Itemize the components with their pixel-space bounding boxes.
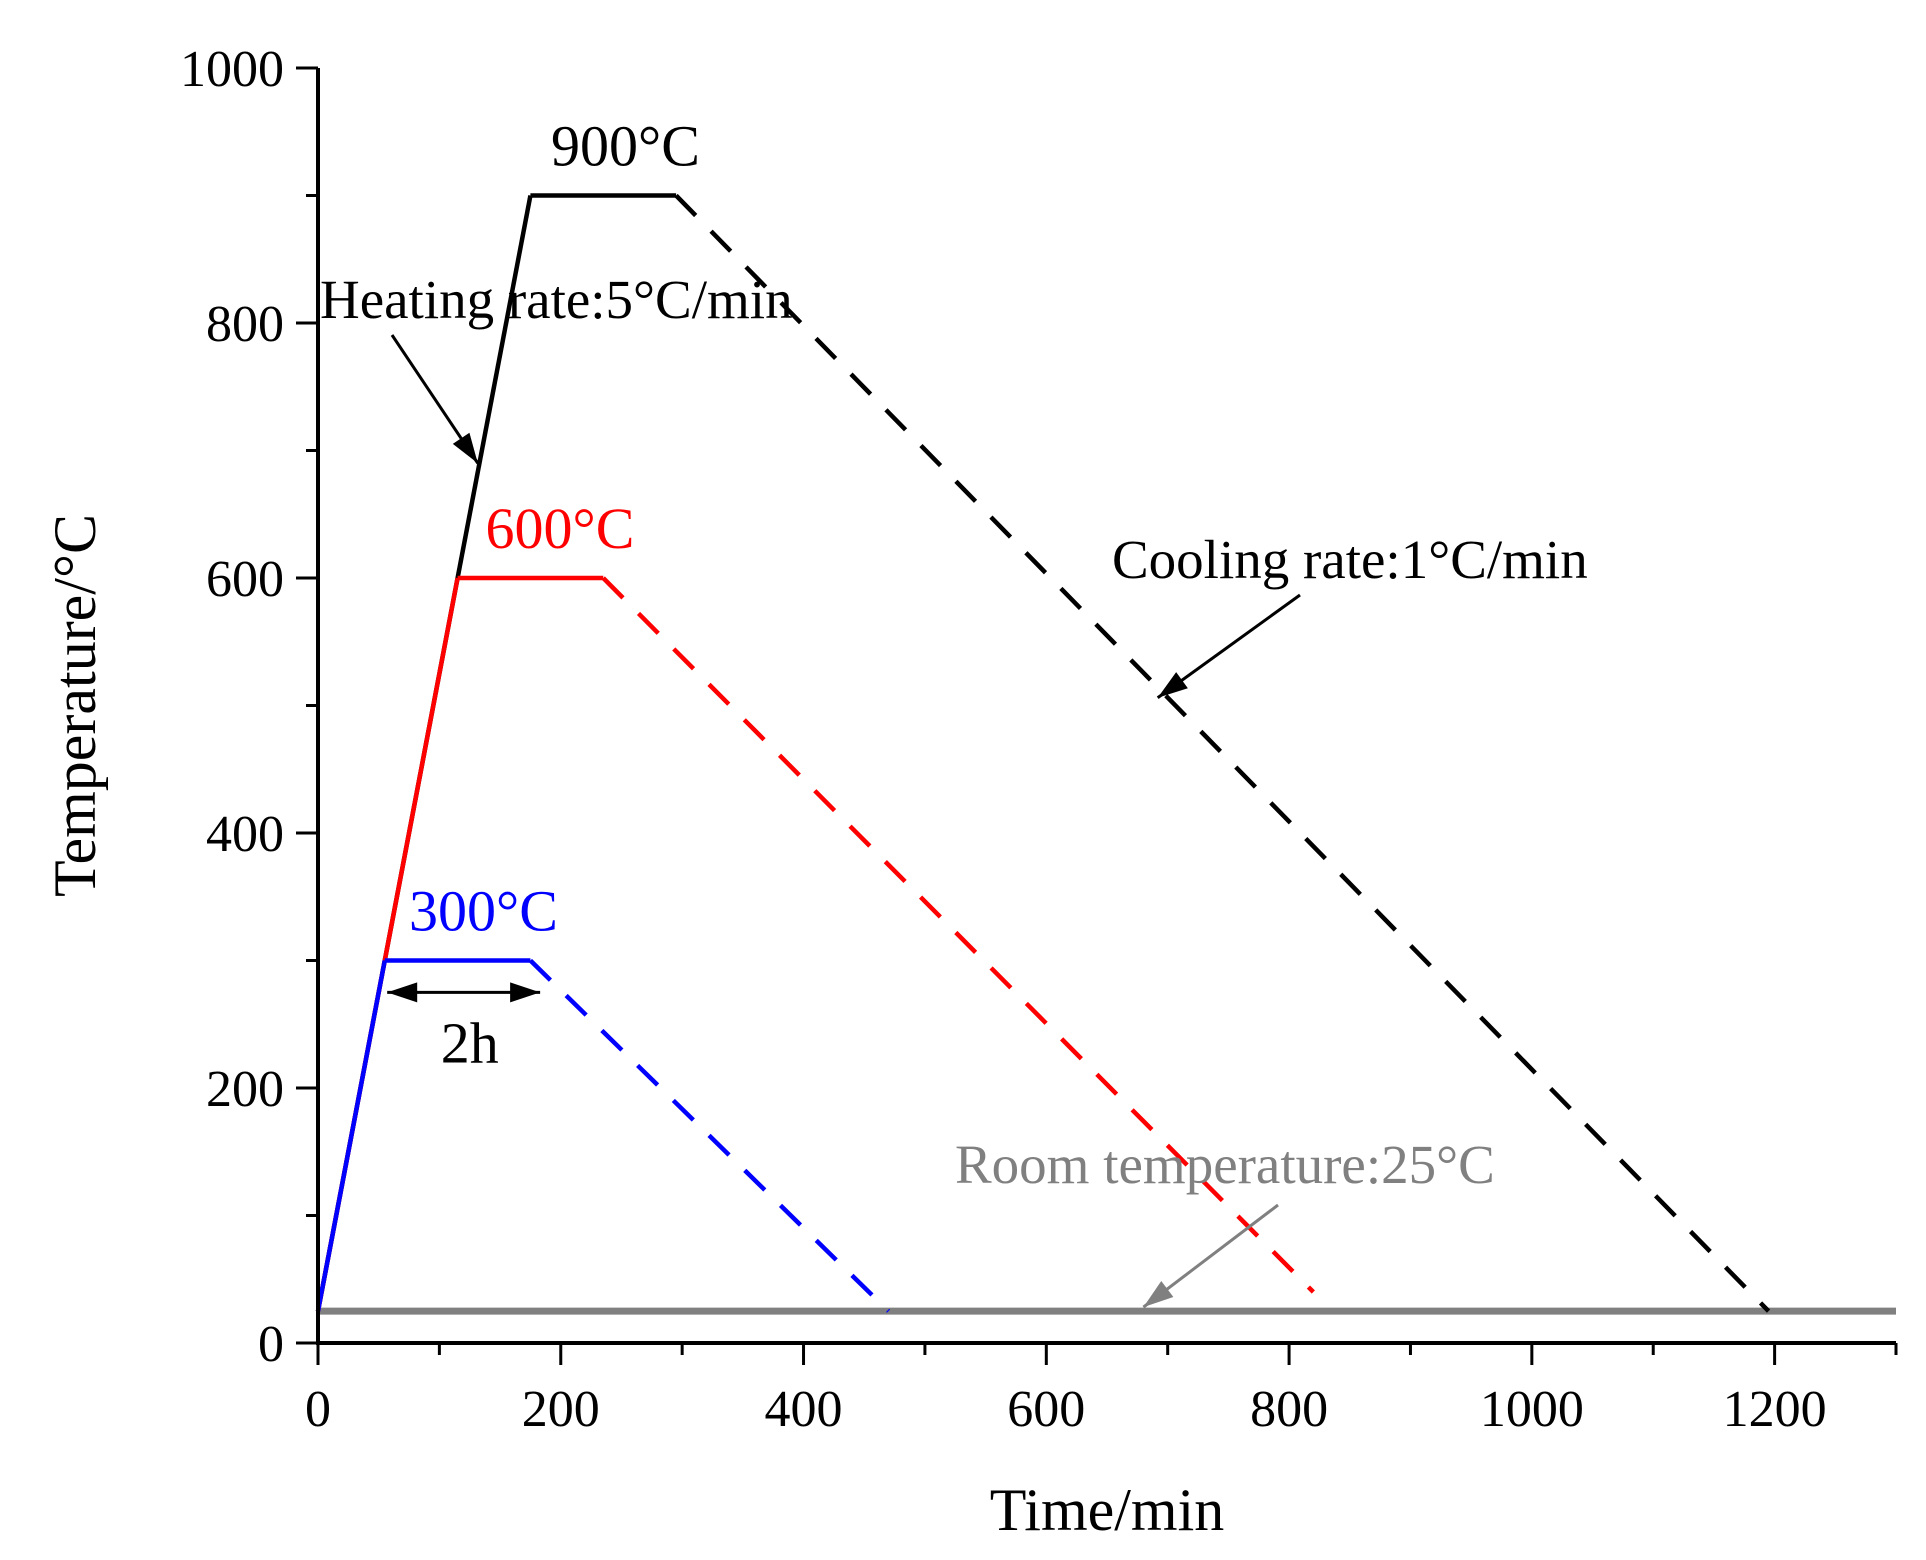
label-900c: 900°C (551, 114, 700, 179)
x-tick-label: 1200 (1723, 1381, 1827, 1438)
x-tick-label: 800 (1250, 1381, 1328, 1438)
s600-cooling-line (601, 576, 1315, 1294)
y-axis-title: Temperature/°C (42, 514, 108, 897)
annotation-layer: 900°C 600°C 300°C Heating rate:5°C/min Cooli… (320, 114, 1588, 1309)
y-tick-label: 1000 (180, 41, 284, 98)
x-tick-label: 600 (1007, 1381, 1085, 1438)
y-tick-label: 400 (206, 806, 284, 863)
axes-layer: 0 200 400 600 800 1000 1200 0 200 400 600 800 1000 Ti… (42, 41, 1898, 1543)
s300-heating-line (315, 960, 387, 1312)
x-tick-label: 0 (305, 1381, 331, 1438)
y-tick-label: 800 (206, 296, 284, 353)
hold-duration-label: 2h (441, 1010, 499, 1075)
x-tick-label: 200 (522, 1381, 600, 1438)
x-axis-title: Time/min (990, 1477, 1225, 1543)
heating-rate-annotation: Heating rate:5°C/min (320, 269, 793, 330)
cooling-rate-annotation: Cooling rate:1°C/min (1112, 529, 1588, 590)
y-tick-label: 0 (258, 1316, 284, 1373)
s300-cooling-line (528, 958, 891, 1313)
heating-rate-arrowhead (452, 432, 478, 464)
y-tick-label: 200 (206, 1061, 284, 1118)
room-temperature-annotation: Room temperature:25°C (955, 1134, 1495, 1195)
hold-duration-arrowhead-right (510, 982, 541, 1003)
label-600c: 600°C (486, 496, 635, 561)
y-tick-label: 600 (206, 551, 284, 608)
room-temperature-arrowhead (1143, 1281, 1174, 1308)
cooling-rate-arrowhead (1157, 672, 1188, 698)
series-layer (315, 193, 1896, 1315)
x-tick-label: 400 (765, 1381, 843, 1438)
label-300c: 300°C (409, 879, 558, 944)
s900-cooling-line (674, 193, 1771, 1313)
hold-duration-arrowhead-left (387, 982, 418, 1003)
x-tick-label: 1000 (1480, 1381, 1584, 1438)
